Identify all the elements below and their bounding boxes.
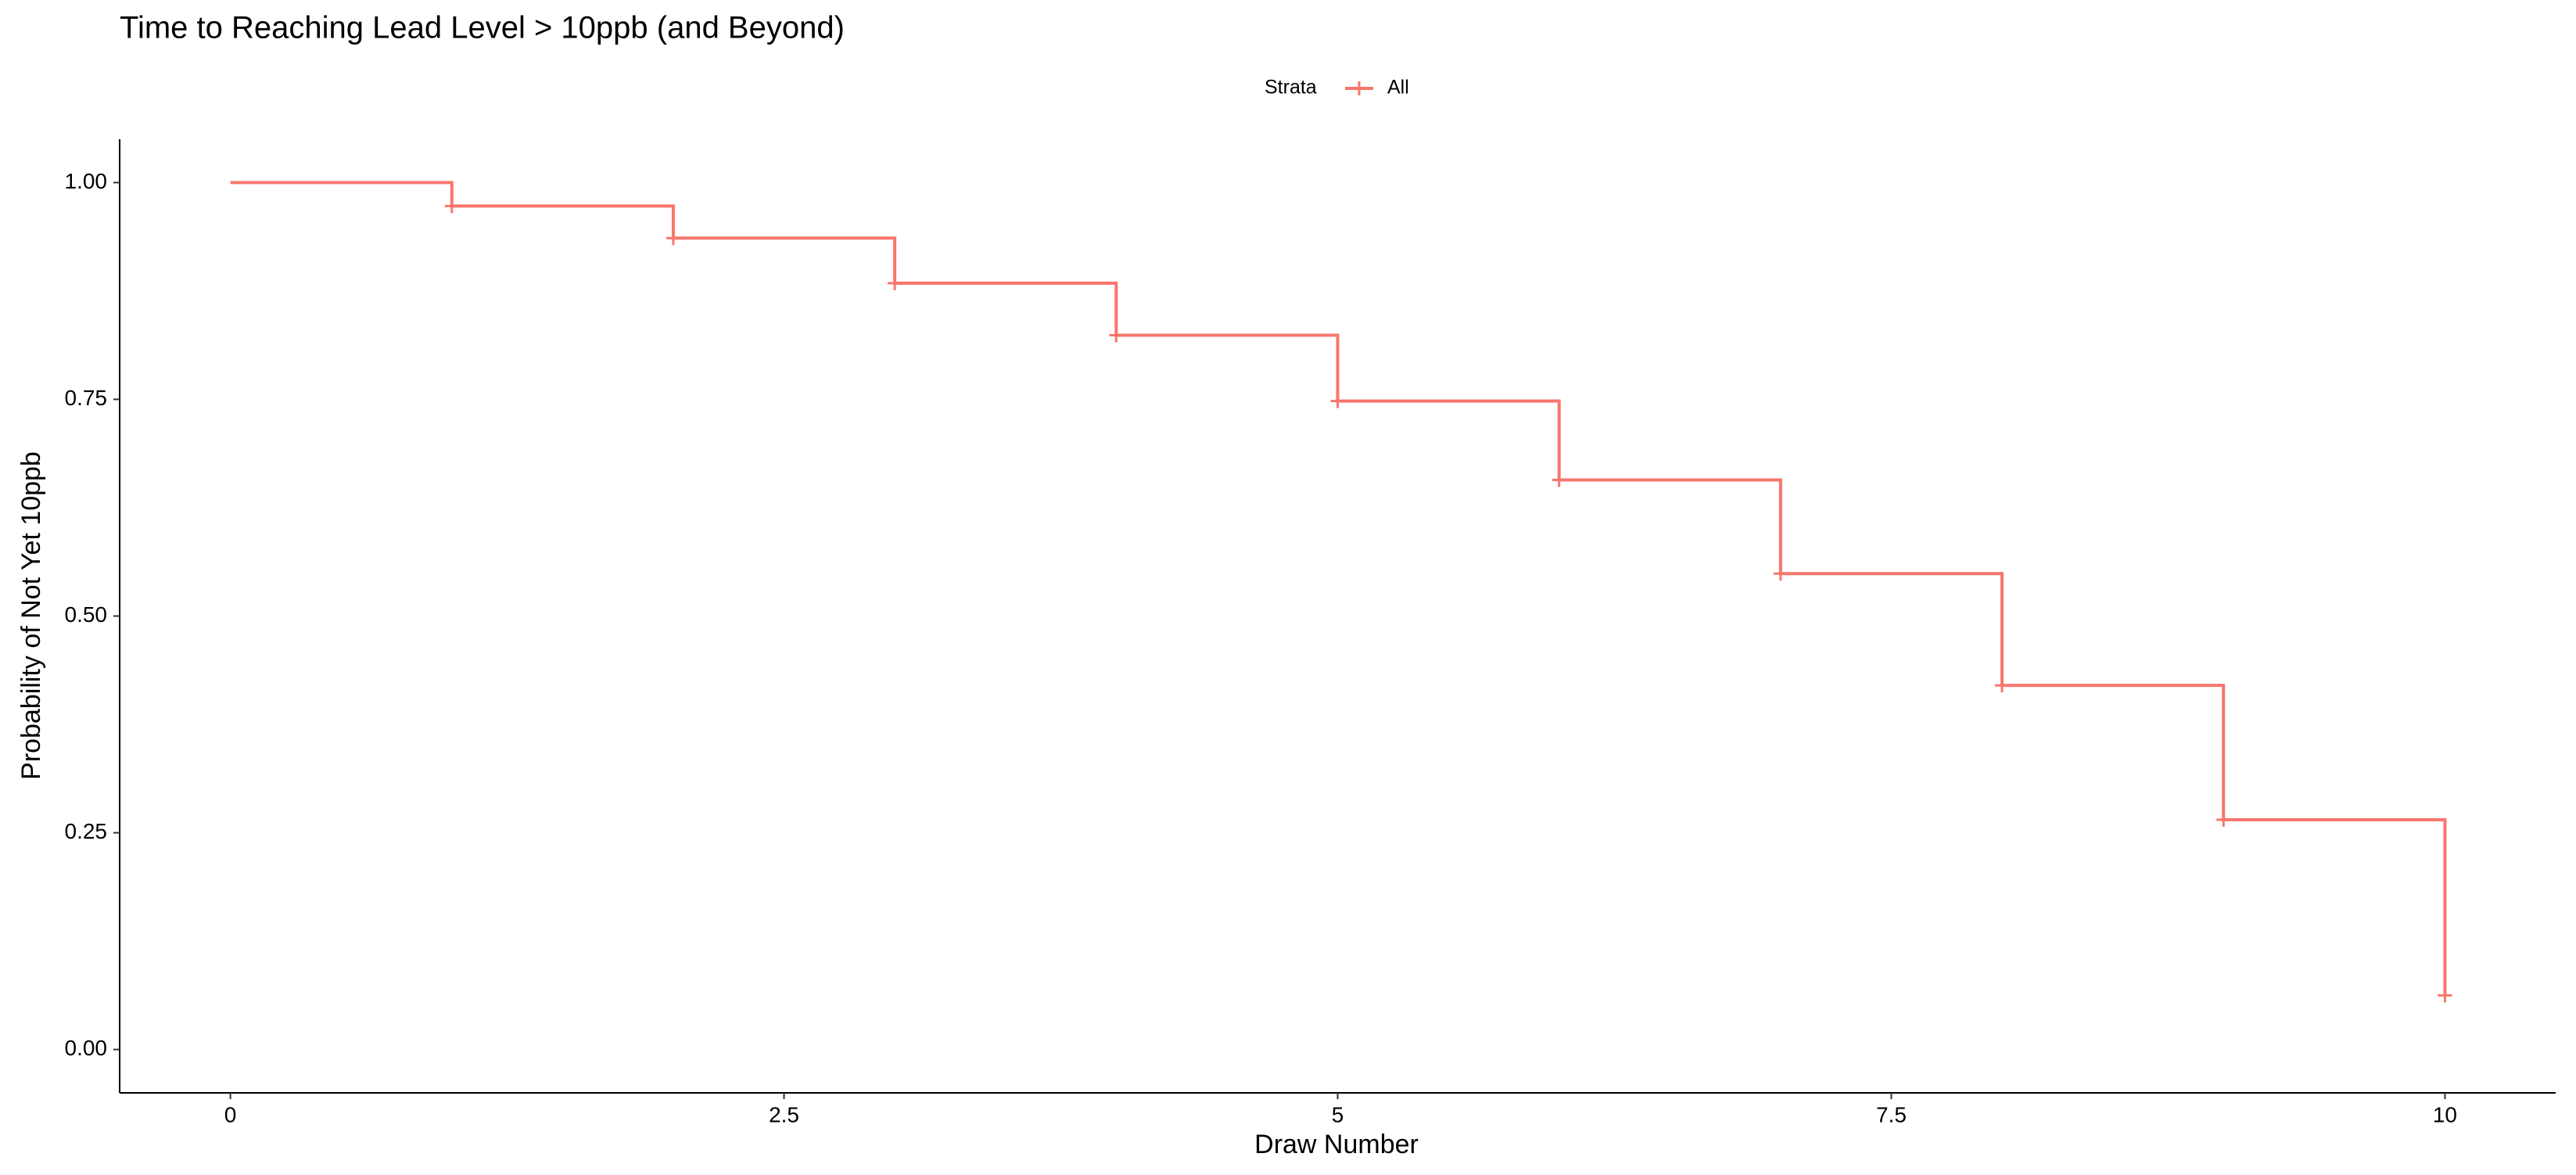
y-tick-label: 0.00 (65, 1036, 108, 1060)
censor-mark (666, 231, 680, 246)
legend-title: Strata (1265, 77, 1317, 99)
chart-title: Time to Reaching Lead Level > 10ppb (and… (120, 11, 845, 45)
x-tick-label: 0 (224, 1102, 237, 1126)
censor-mark (1995, 678, 2010, 693)
x-tick-label: 5 (1332, 1102, 1344, 1126)
x-tick-label: 7.5 (1876, 1102, 1907, 1126)
y-tick-label: 0.25 (65, 819, 108, 843)
x-tick-label: 10 (2433, 1102, 2457, 1126)
censor-mark (888, 275, 902, 290)
x-axis-title: Draw Number (1254, 1130, 1419, 1159)
censor-mark (1330, 393, 1345, 408)
y-tick-label: 0.50 (65, 602, 108, 627)
censor-mark (1773, 566, 1788, 581)
y-tick-label: 1.00 (65, 169, 108, 193)
censor-mark (1109, 328, 1124, 343)
legend-key-plus (1352, 81, 1366, 95)
y-axis-title: Probability of Not Yet 10ppb (16, 451, 46, 780)
legend-label: All (1387, 77, 1409, 99)
y-tick-label: 0.75 (65, 386, 108, 410)
censor-mark (444, 199, 459, 214)
censor-mark (2438, 988, 2452, 1003)
censor-mark (1552, 473, 1566, 487)
censor-mark (2216, 812, 2231, 827)
x-tick-label: 2.5 (769, 1102, 799, 1126)
